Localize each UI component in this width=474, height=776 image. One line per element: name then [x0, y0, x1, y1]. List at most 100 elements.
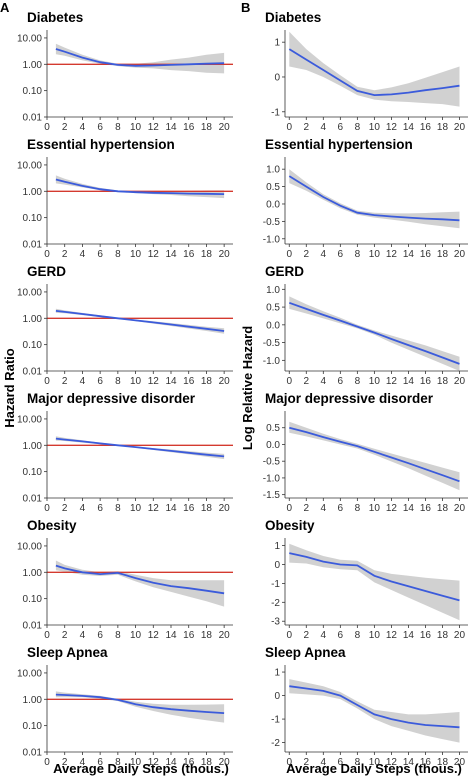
confidence-band [289, 31, 460, 107]
x-tick-label: 16 [183, 122, 195, 133]
y-tick-label: 0.10 [23, 721, 43, 732]
x-tick-label: 14 [403, 630, 415, 641]
fit-line [55, 437, 225, 458]
panel-a-diabetes: Diabetes 0.01 0.10 1.00 10.00 0 2 4 6 8 10 12 14 16 18… [17, 10, 233, 133]
x-tick-label: 10 [369, 630, 381, 641]
x-tick-label: 2 [303, 122, 309, 133]
y-tick-label: 0.01 [23, 367, 43, 378]
x-tick-label: 18 [437, 122, 449, 133]
y-tick-label: 0.0 [266, 320, 280, 331]
fit-line [289, 685, 460, 729]
x-tick-label: 20 [454, 122, 466, 133]
right-x-axis-label: Average Daily Steps (thous.) [286, 761, 462, 776]
x-tick-label: 2 [62, 122, 68, 133]
x-tick-label: 0 [286, 122, 292, 133]
y-tick-label: 0.5 [266, 303, 280, 314]
y-tick-label: 0.01 [23, 748, 43, 759]
x-tick-label: 6 [97, 376, 103, 387]
x-tick-label: 20 [219, 757, 231, 768]
fit-line [55, 310, 225, 332]
confidence-band [55, 560, 225, 607]
x-tick-label: 4 [80, 503, 86, 514]
x-tick-label: 20 [454, 630, 466, 641]
fit-line [288, 48, 460, 97]
x-tick-label: 10 [130, 376, 142, 387]
x-tick-label: 10 [369, 122, 381, 133]
y-tick-label: 1.00 [23, 60, 43, 71]
x-tick-label: 2 [62, 630, 68, 641]
x-tick-label: 12 [386, 630, 398, 641]
confidence-band [289, 421, 460, 491]
panel-title: Major depressive disorder [265, 391, 434, 406]
x-tick-label: 14 [165, 122, 177, 133]
y-tick-label: 0.10 [23, 213, 43, 224]
y-tick-label: 1.00 [23, 314, 43, 325]
fit-line [55, 564, 225, 595]
x-tick-label: 18 [437, 757, 449, 768]
x-tick-label: 2 [62, 503, 68, 514]
x-tick-label: 6 [338, 376, 344, 387]
panel-b-major-depressive-disorder: Major depressive disorder -1.5 -1.0 -0.5 0.0… [263, 391, 468, 514]
y-tick-label: 1.00 [23, 441, 43, 452]
x-tick-label: 20 [219, 249, 231, 260]
y-tick-label: 0.5 [266, 182, 280, 193]
panel-b-gerd: GERD -1.0 -0.5 0.0 0.5 1.0 0 2 4 6 8 10 12 14 16 18 20 [263, 264, 468, 387]
x-tick-label: 6 [338, 757, 344, 768]
fit-line [288, 301, 460, 365]
x-tick-label: 4 [321, 503, 327, 514]
panel-title: Obesity [265, 518, 315, 533]
x-tick-label: 12 [386, 376, 398, 387]
fit-line [289, 552, 460, 602]
x-tick-label: 18 [201, 503, 213, 514]
confidence-band [289, 543, 460, 621]
x-tick-label: 8 [115, 122, 121, 133]
x-tick-label: 16 [420, 249, 432, 260]
y-tick-label: 0.10 [23, 86, 43, 97]
right-y-axis-label: Log Relative Hazard [240, 326, 255, 450]
y-tick-label: 0.10 [23, 467, 43, 478]
panel-title: GERD [27, 264, 66, 279]
x-tick-label: 4 [80, 249, 86, 260]
x-tick-label: 18 [437, 630, 449, 641]
y-tick-label: 10.00 [17, 414, 42, 425]
fit-line [55, 693, 225, 714]
y-tick-label: 0.10 [23, 594, 43, 605]
x-tick-label: 12 [148, 757, 160, 768]
x-tick-label: 12 [148, 503, 160, 514]
panel-title: Diabetes [265, 10, 321, 25]
x-tick-label: 8 [355, 630, 361, 641]
x-tick-label: 0 [44, 503, 50, 514]
x-tick-label: 20 [454, 503, 466, 514]
x-tick-label: 16 [183, 630, 195, 641]
x-tick-label: 16 [420, 376, 432, 387]
x-tick-label: 0 [44, 122, 50, 133]
x-tick-label: 6 [97, 249, 103, 260]
panel-a-essential-hypertension: Essential hypertension 0.01 0.10 1.00 10.00 0… [17, 137, 233, 260]
x-tick-label: 8 [355, 503, 361, 514]
x-tick-label: 0 [44, 376, 50, 387]
x-tick-label: 6 [338, 249, 344, 260]
y-tick-label: 0.01 [23, 240, 43, 251]
x-tick-label: 14 [403, 376, 415, 387]
x-tick-label: 8 [355, 249, 361, 260]
x-tick-label: 20 [454, 757, 466, 768]
x-tick-label: 20 [219, 630, 231, 641]
x-tick-label: 12 [386, 122, 398, 133]
x-tick-label: 12 [148, 122, 160, 133]
x-tick-label: 2 [303, 630, 309, 641]
x-tick-label: 18 [201, 376, 213, 387]
x-tick-label: 4 [321, 757, 327, 768]
y-tick-label: 10.00 [17, 668, 42, 679]
y-tick-label: 1.00 [23, 568, 43, 579]
x-tick-label: 16 [420, 503, 432, 514]
y-tick-label: -0.5 [263, 457, 281, 468]
x-tick-label: 0 [44, 630, 50, 641]
x-tick-label: 16 [183, 757, 195, 768]
panel-title: Sleep Apnea [27, 645, 108, 660]
x-tick-label: 12 [148, 630, 160, 641]
y-tick-label: 0.0 [266, 440, 280, 451]
panel-b-essential-hypertension: Essential hypertension -1.0 -0.5 0.0 0.5 1.0 0… [263, 137, 468, 260]
x-tick-label: 16 [420, 630, 432, 641]
x-tick-label: 0 [286, 630, 292, 641]
